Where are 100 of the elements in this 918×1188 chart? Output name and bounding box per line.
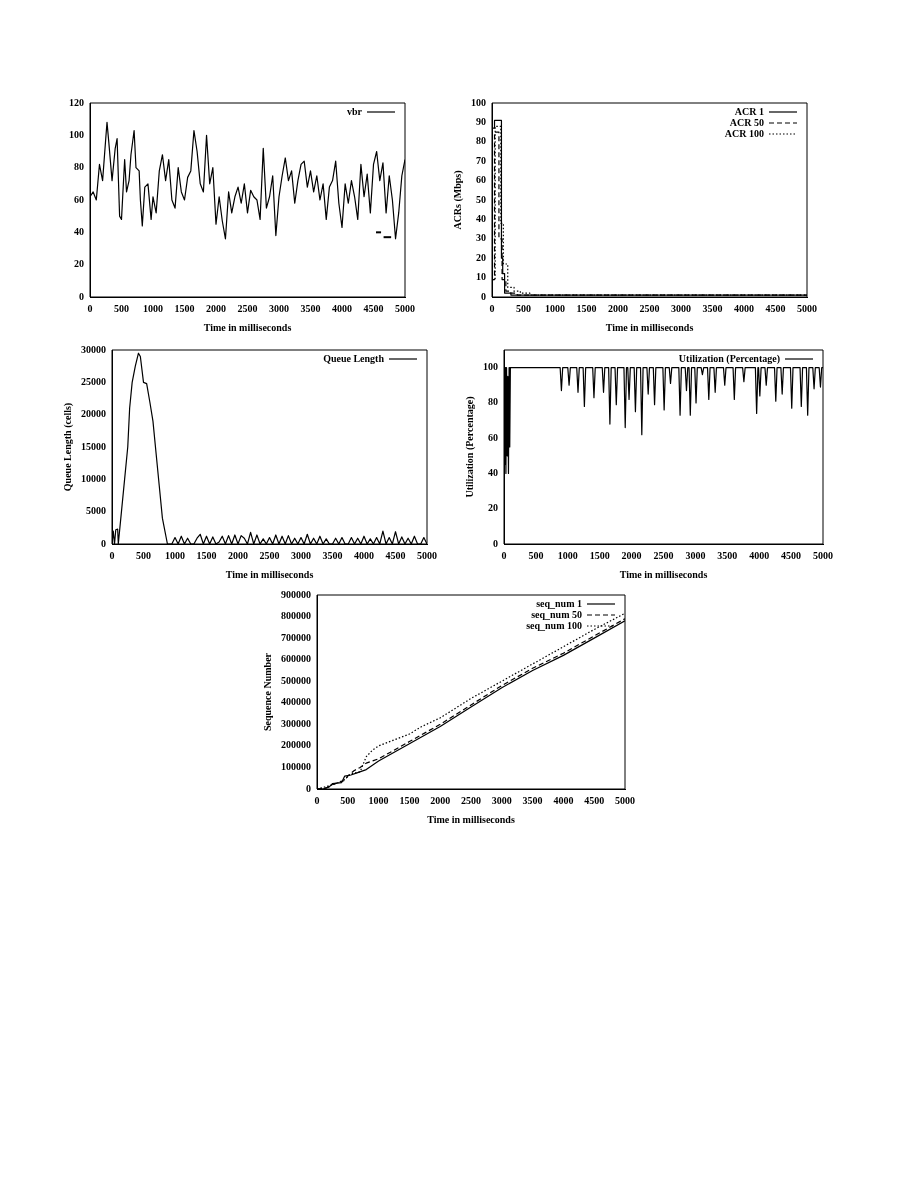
y-axis-title: Utilization (Percentage)	[463, 396, 476, 498]
y-tick-label: 100000	[281, 761, 311, 773]
x-tick-label: 2500	[639, 302, 660, 314]
x-axis-title: Time in milliseconds	[427, 813, 515, 825]
y-tick-label: 80	[488, 396, 498, 408]
x-tick-label: 4000	[734, 302, 754, 314]
x-tick-label: 5000	[417, 549, 437, 561]
x-tick-label: 3500	[322, 549, 343, 561]
x-tick-label: 4500	[363, 302, 384, 314]
x-tick-label: 2500	[259, 549, 280, 561]
x-tick-label: 3500	[300, 302, 321, 314]
x-tick-label: 4000	[354, 549, 374, 561]
x-tick-label: 1500	[174, 302, 195, 314]
x-axis-title: Time in milliseconds	[203, 321, 292, 333]
x-tick-label: 5000	[797, 302, 817, 314]
x-tick-label: 500	[114, 302, 129, 314]
y-tick-label: 20	[476, 251, 486, 263]
x-tick-label: 2500	[237, 302, 258, 314]
x-tick-label: 500	[136, 549, 151, 561]
x-tick-label: 1500	[576, 302, 597, 314]
x-tick-label: 1000	[143, 302, 163, 314]
x-tick-label: 4500	[385, 549, 406, 561]
y-tick-label: 0	[101, 537, 106, 549]
y-tick-label: 0	[79, 290, 84, 302]
y-tick-label: 900000	[281, 588, 311, 600]
y-tick-label: 15000	[81, 440, 106, 452]
x-axis-title: Time in milliseconds	[605, 321, 694, 333]
y-tick-label: 80	[476, 135, 486, 147]
x-tick-label: 4500	[781, 549, 802, 561]
x-tick-label: 4500	[765, 302, 786, 314]
x-tick-label: 1500	[589, 549, 610, 561]
x-tick-label: 3500	[702, 302, 723, 314]
y-tick-label: 700000	[281, 631, 311, 643]
y-tick-label: 300000	[281, 717, 311, 729]
y-tick-label: 100	[69, 128, 84, 140]
y-tick-label: 100	[483, 361, 498, 373]
x-tick-label: 1500	[399, 794, 420, 806]
x-tick-label: 3000	[269, 302, 289, 314]
y-tick-label: 60	[476, 174, 486, 186]
x-tick-label: 2000	[608, 302, 628, 314]
x-tick-label: 4000	[553, 794, 574, 806]
x-tick-label: 1000	[545, 302, 565, 314]
y-tick-label: 500000	[281, 674, 311, 686]
x-axis-title: Time in milliseconds	[225, 568, 314, 580]
x-tick-label: 0	[109, 549, 115, 561]
y-tick-label: 0	[481, 290, 486, 302]
y-tick-label: 70	[476, 154, 486, 166]
x-tick-label: 2000	[621, 549, 642, 561]
legend-label: Queue Length	[323, 352, 385, 364]
y-tick-label: 80	[74, 161, 84, 173]
x-tick-label: 3000	[291, 549, 311, 561]
legend-label: ACR 50	[729, 116, 764, 128]
y-tick-label: 25000	[81, 375, 106, 387]
y-tick-label: 30	[476, 232, 486, 244]
y-tick-label: 120	[69, 96, 84, 108]
x-tick-label: 4000	[749, 549, 770, 561]
y-tick-label: 10	[476, 271, 486, 283]
y-tick-label: 50	[476, 193, 486, 205]
x-tick-label: 2000	[430, 794, 451, 806]
x-tick-label: 0	[501, 549, 507, 561]
y-axis-title: ACRs (Mbps)	[451, 170, 464, 230]
x-tick-label: 1500	[196, 549, 217, 561]
legend-label: vbr	[347, 105, 363, 117]
y-tick-label: 10000	[81, 472, 106, 484]
x-axis-title: Time in milliseconds	[619, 568, 708, 580]
x-tick-label: 500	[528, 549, 544, 561]
y-axis-title: Sequence Number	[261, 652, 273, 732]
y-tick-label: 60	[74, 193, 84, 205]
x-tick-label: 2500	[461, 794, 481, 806]
y-tick-label: 400000	[281, 696, 311, 708]
y-tick-label: 0	[493, 537, 498, 549]
x-tick-label: 3000	[685, 549, 706, 561]
x-tick-label: 500	[516, 302, 531, 314]
y-axis-title: Queue Length (cells)	[61, 402, 74, 492]
y-tick-label: 30000	[81, 343, 106, 355]
x-tick-label: 3500	[717, 549, 738, 561]
x-tick-label: 1000	[557, 549, 578, 561]
y-tick-label: 90	[476, 115, 486, 127]
y-tick-label: 0	[306, 782, 311, 794]
x-tick-label: 4500	[584, 794, 605, 806]
y-tick-label: 60	[488, 431, 498, 443]
x-tick-label: 2000	[206, 302, 226, 314]
x-tick-label: 5000	[813, 549, 833, 561]
x-tick-label: 5000	[395, 302, 415, 314]
legend-label: ACR 1	[734, 105, 764, 117]
y-tick-label: 40	[74, 225, 84, 237]
x-tick-label: 3000	[491, 794, 512, 806]
y-tick-label: 20000	[81, 408, 106, 420]
y-tick-label: 100	[471, 96, 486, 108]
legend-label: seq_num 1	[536, 597, 582, 609]
y-tick-label: 40	[476, 212, 486, 224]
x-tick-label: 5000	[615, 794, 635, 806]
legend-label: seq_num 100	[526, 619, 582, 631]
legend-label: ACR 100	[724, 127, 764, 139]
x-tick-label: 1000	[165, 549, 185, 561]
y-tick-label: 800000	[281, 610, 311, 622]
x-tick-label: 1000	[368, 794, 389, 806]
x-tick-label: 3000	[671, 302, 691, 314]
legend-label: seq_num 50	[531, 608, 582, 620]
x-tick-label: 4000	[332, 302, 352, 314]
